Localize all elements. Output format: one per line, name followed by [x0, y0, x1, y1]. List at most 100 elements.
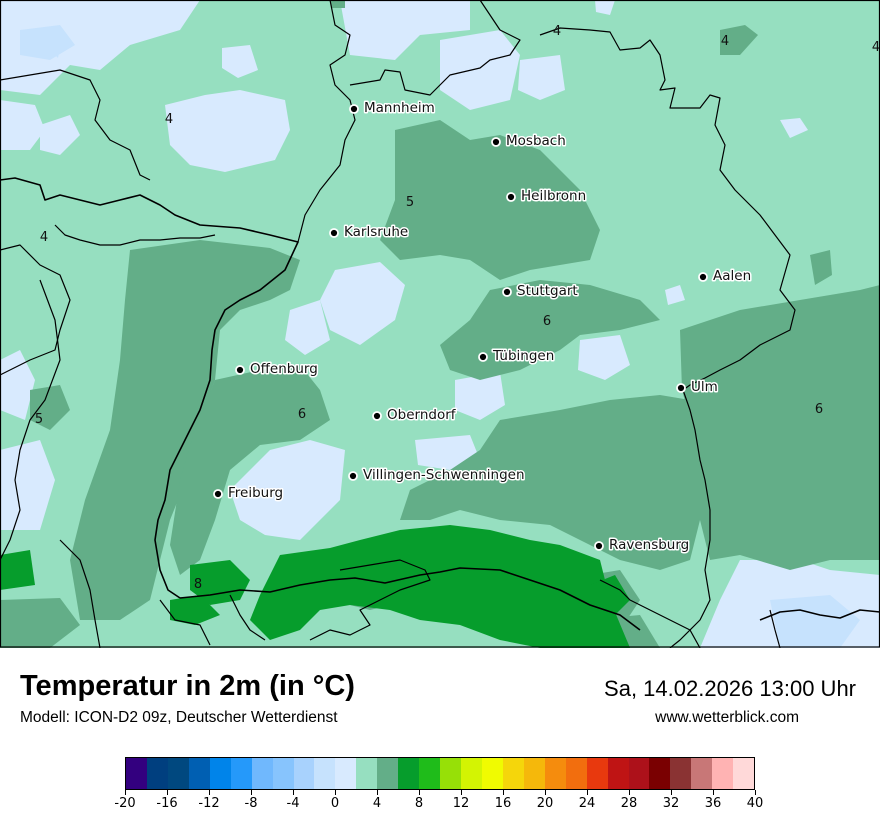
colorbar-tick [545, 790, 546, 795]
colorbar-tick [755, 790, 756, 795]
website-link[interactable]: www.wetterblick.com [655, 709, 799, 726]
colorbar-tick-label: 24 [578, 796, 596, 811]
city-dot-icon [506, 192, 516, 202]
city-tuebingen[interactable]: Tübingen [478, 347, 556, 366]
colorbar-bin [293, 758, 315, 789]
colorbar-bin [544, 758, 566, 789]
contour-label: 4 [40, 230, 48, 245]
city-label: Stuttgart [517, 283, 578, 299]
colorbar-tick-label: 16 [494, 796, 512, 811]
colorbar-tick [377, 790, 378, 795]
colorbar-bin [146, 758, 168, 789]
contour-label: 6 [815, 402, 823, 417]
colorbar-bin [565, 758, 587, 789]
colorbar-tick-label: 4 [372, 796, 382, 811]
colorbar-tick-label: 12 [452, 796, 470, 811]
colorbar-tick-label: 40 [746, 796, 764, 811]
colorbar-tick-label: -16 [156, 796, 178, 811]
contour-labels: 4 4 4 4 4 5 5 6 6 6 8 [35, 24, 880, 592]
colorbar-tick-label: 32 [662, 796, 680, 811]
city-dot-icon [213, 489, 223, 499]
regions-neg2-0c [20, 25, 860, 648]
colorbar-tick [587, 790, 588, 795]
city-label: Offenburg [250, 361, 318, 377]
city-stuttgart[interactable]: Stuttgart [502, 282, 579, 301]
colorbar-bin [502, 758, 524, 789]
city-label: Oberndorf [387, 407, 457, 423]
city-dot-icon [329, 228, 339, 238]
colorbar-bin [691, 758, 713, 789]
city-freiburg[interactable]: Freiburg [213, 484, 285, 503]
colorbar-bin [167, 758, 189, 789]
colorbar-bin [209, 758, 231, 789]
valid-datetime: Sa, 14.02.2026 13:00 Uhr [604, 676, 856, 701]
colorbar-tick [293, 790, 294, 795]
contour-label: 4 [872, 40, 880, 55]
colorbar-bin [356, 758, 378, 789]
colorbar-tick [461, 790, 462, 795]
colorbar-tick-label: 36 [704, 796, 722, 811]
colorbar-tick [503, 790, 504, 795]
colorbar-bin [251, 758, 273, 789]
colorbar-tick [671, 790, 672, 795]
colorbar-bin [649, 758, 671, 789]
contour-label: 6 [543, 314, 551, 329]
city-heilbronn[interactable]: Heilbronn [506, 187, 588, 206]
city-dot-icon [478, 352, 488, 362]
city-dot-icon [372, 411, 382, 421]
colorbar-tick-label: 28 [620, 796, 638, 811]
colorbar-bin [628, 758, 650, 789]
colorbar-bin [419, 758, 441, 789]
contour-label: 4 [553, 24, 561, 39]
colorbar-bin [733, 758, 755, 789]
colorbar-bin [712, 758, 734, 789]
city-dot-icon [348, 471, 358, 481]
city-offenburg[interactable]: Offenburg [235, 360, 319, 379]
colorbar-tick-label: -12 [198, 796, 220, 811]
city-dot-icon [594, 541, 604, 551]
city-label: Villingen-Schwenningen [363, 467, 525, 483]
city-dot-icon [698, 272, 708, 282]
temperature-map: 4 4 4 4 4 5 5 6 6 6 8 Mannheim Mosbach [0, 0, 880, 648]
colorbar-bin [523, 758, 545, 789]
model-source: Modell: ICON-D2 09z, Deutscher Wetterdie… [20, 709, 338, 726]
city-markers: Mannheim Mosbach Heilbronn Karlsruhe Aal… [213, 99, 753, 555]
colorbar-bin [272, 758, 294, 789]
contour-label: 8 [194, 577, 202, 592]
contour-label: 4 [165, 112, 173, 127]
colorbar-bin [126, 758, 147, 789]
city-label: Mannheim [364, 100, 435, 116]
city-aalen[interactable]: Aalen [698, 267, 753, 286]
colorbar-tick-label: 20 [536, 796, 554, 811]
colorbar-tick [167, 790, 168, 795]
colorbar-bin [607, 758, 629, 789]
colorbar-legend [125, 757, 755, 790]
contour-label: 4 [721, 34, 729, 49]
colorbar-tick-label: -4 [286, 796, 300, 811]
colorbar-tick [335, 790, 336, 795]
city-label: Mosbach [506, 133, 566, 149]
colorbar-tick-label: -8 [244, 796, 258, 811]
city-label: Karlsruhe [344, 224, 408, 240]
city-mosbach[interactable]: Mosbach [491, 132, 567, 151]
city-oberndorf[interactable]: Oberndorf [372, 406, 458, 425]
city-villingen-schwenningen[interactable]: Villingen-Schwenningen [348, 466, 526, 485]
city-dot-icon [676, 383, 686, 393]
city-label: Tübingen [492, 348, 554, 364]
city-ulm[interactable]: Ulm [676, 378, 719, 397]
city-label: Ulm [691, 379, 718, 395]
colorbar-bin [188, 758, 210, 789]
borders [0, 0, 880, 648]
city-ravensburg[interactable]: Ravensburg [594, 536, 691, 555]
city-mannheim[interactable]: Mannheim [349, 99, 436, 118]
city-karlsruhe[interactable]: Karlsruhe [329, 223, 410, 242]
city-label: Freiburg [228, 485, 283, 501]
city-label: Heilbronn [521, 188, 586, 204]
colorbar-bin [398, 758, 420, 789]
colorbar-tick-label: 8 [414, 796, 424, 811]
colorbar-tick [209, 790, 210, 795]
colorbar-tick-label: 0 [330, 796, 340, 811]
colorbar-tick [713, 790, 714, 795]
contour-label: 5 [406, 195, 414, 210]
colorbar-bin [461, 758, 482, 789]
